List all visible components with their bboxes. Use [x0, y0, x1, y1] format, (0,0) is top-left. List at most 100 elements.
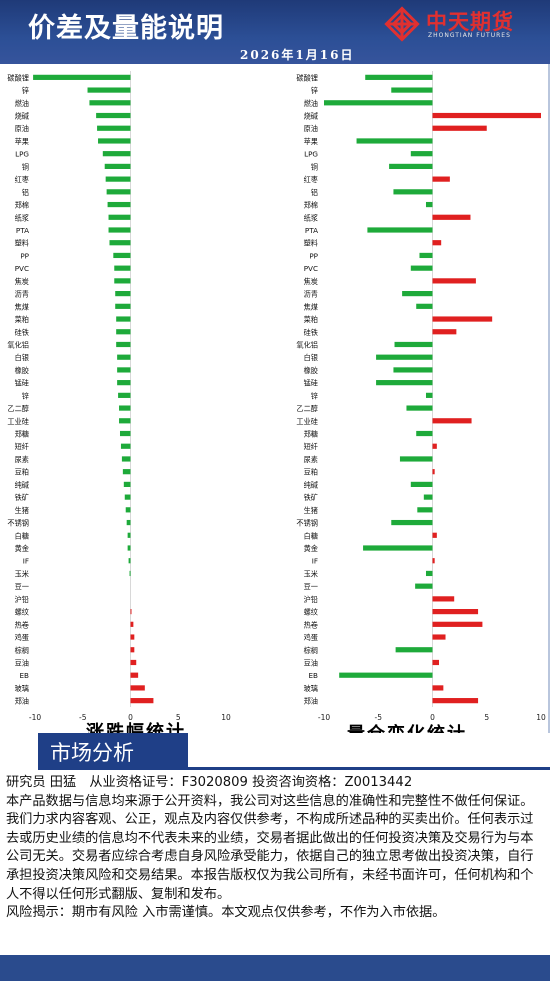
- bar: [393, 367, 433, 373]
- category-label: 白糖: [15, 531, 29, 540]
- category-label: 红枣: [15, 175, 29, 184]
- category-label: 郑油: [304, 697, 318, 706]
- bar: [113, 252, 131, 259]
- category-label: 红枣: [304, 175, 318, 184]
- category-label: 沪铅: [15, 595, 29, 604]
- category-label: 豆一: [304, 582, 318, 591]
- category-label: 玉米: [304, 569, 318, 578]
- x-tick-label: -10: [318, 713, 330, 722]
- category-label: 尿素: [304, 455, 318, 464]
- bar: [432, 558, 435, 564]
- category-label: 锰硅: [15, 379, 29, 388]
- category-label: 铁矿: [15, 493, 29, 502]
- x-tick-label: 10: [536, 713, 546, 722]
- bar: [395, 647, 433, 653]
- category-label: 工业硅: [296, 417, 318, 426]
- bar: [432, 125, 487, 131]
- bar: [130, 659, 137, 666]
- x-tick-label: 10: [221, 713, 231, 722]
- bar: [399, 456, 433, 462]
- bar: [128, 558, 131, 564]
- category-label: 锌: [22, 86, 29, 95]
- logo-name: 中天期货: [426, 10, 514, 34]
- bar: [417, 507, 433, 513]
- category-label: 沥青: [15, 290, 29, 299]
- bar: [324, 100, 433, 106]
- category-label: 热卷: [304, 620, 318, 629]
- bar: [96, 112, 131, 119]
- author-line: 研究员 田猛 从业资格证号：F3020809 投资咨询资格：Z0013442: [6, 775, 413, 790]
- category-label: 沪铅: [304, 595, 318, 604]
- bar: [98, 138, 131, 144]
- category-label: 白银: [15, 353, 29, 362]
- category-label: EB: [20, 671, 30, 680]
- category-label: 锌: [311, 86, 318, 95]
- bar: [406, 405, 433, 411]
- market-analysis-section: 市场分析: [0, 733, 550, 771]
- bar: [391, 87, 433, 93]
- category-label: 碳酸锂: [7, 73, 29, 82]
- category-label: 原油: [304, 124, 318, 133]
- category-label: 铜: [22, 162, 29, 171]
- category-label: 锌: [311, 391, 318, 400]
- bar: [432, 621, 483, 627]
- bar: [118, 392, 131, 398]
- category-label: 不锈钢: [7, 519, 29, 528]
- bar: [127, 532, 131, 538]
- category-label: 氧化铝: [7, 340, 29, 349]
- bar: [432, 659, 440, 666]
- category-label: 尿素: [15, 455, 29, 464]
- bar: [432, 112, 541, 119]
- bar: [124, 494, 131, 500]
- bar: [402, 291, 433, 297]
- bar: [122, 469, 131, 475]
- bar: [425, 392, 433, 398]
- bar: [393, 189, 433, 195]
- bar: [391, 519, 433, 526]
- bar: [102, 151, 131, 157]
- bar: [126, 519, 131, 526]
- bar: [115, 303, 131, 309]
- category-label: 燃油: [15, 99, 29, 108]
- bar: [432, 596, 455, 602]
- category-label: LPG: [15, 150, 29, 159]
- bar: [127, 545, 131, 551]
- category-label: 郑糖: [15, 430, 29, 439]
- category-label: 纸浆: [304, 213, 318, 222]
- category-label: 黄金: [15, 544, 29, 553]
- category-label: 白糖: [304, 531, 318, 540]
- charts-area: 碳酸锂锌燃油烧碱原油苹果LPG铜红枣铝郑棉纸浆PTA塑料PPPVC焦炭沥青焦煤菜…: [7, 71, 546, 722]
- bar: [115, 291, 131, 297]
- category-label: 黄金: [304, 544, 318, 553]
- category-label: 锰硅: [304, 379, 318, 388]
- bar: [116, 316, 131, 322]
- bar: [130, 609, 132, 615]
- company-logo: 中天期货 ZHONGTIAN FUTURES: [380, 4, 545, 44]
- bar: [376, 354, 433, 360]
- category-label: 烧碱: [15, 112, 29, 121]
- bar: [410, 265, 433, 271]
- bar: [432, 698, 479, 704]
- bar: [119, 430, 131, 437]
- bar: [117, 367, 131, 373]
- bar: [107, 201, 131, 208]
- category-label: PP: [309, 251, 318, 260]
- bar: [432, 443, 437, 449]
- bar: [394, 341, 433, 348]
- bar: [104, 163, 131, 169]
- bar: [423, 494, 433, 500]
- category-label: 焦炭: [15, 277, 29, 286]
- category-label: LPG: [304, 150, 318, 159]
- bar: [432, 418, 472, 424]
- bar: [120, 443, 131, 449]
- category-label: 棕榈: [304, 646, 318, 655]
- category-label: 纯碱: [15, 480, 29, 489]
- bar: [116, 329, 131, 335]
- category-label: 短纤: [15, 442, 29, 451]
- category-label: 铜: [311, 162, 318, 171]
- category-label: 热卷: [15, 620, 29, 629]
- disclaimer-text: 本产品数据与信息均来源于公开资料，我公司对这些信息的准确性和完整性不做任何保证。…: [6, 793, 534, 902]
- category-label: 玻璃: [15, 684, 29, 693]
- bar: [376, 380, 433, 386]
- category-label: 鸡蛋: [304, 633, 318, 642]
